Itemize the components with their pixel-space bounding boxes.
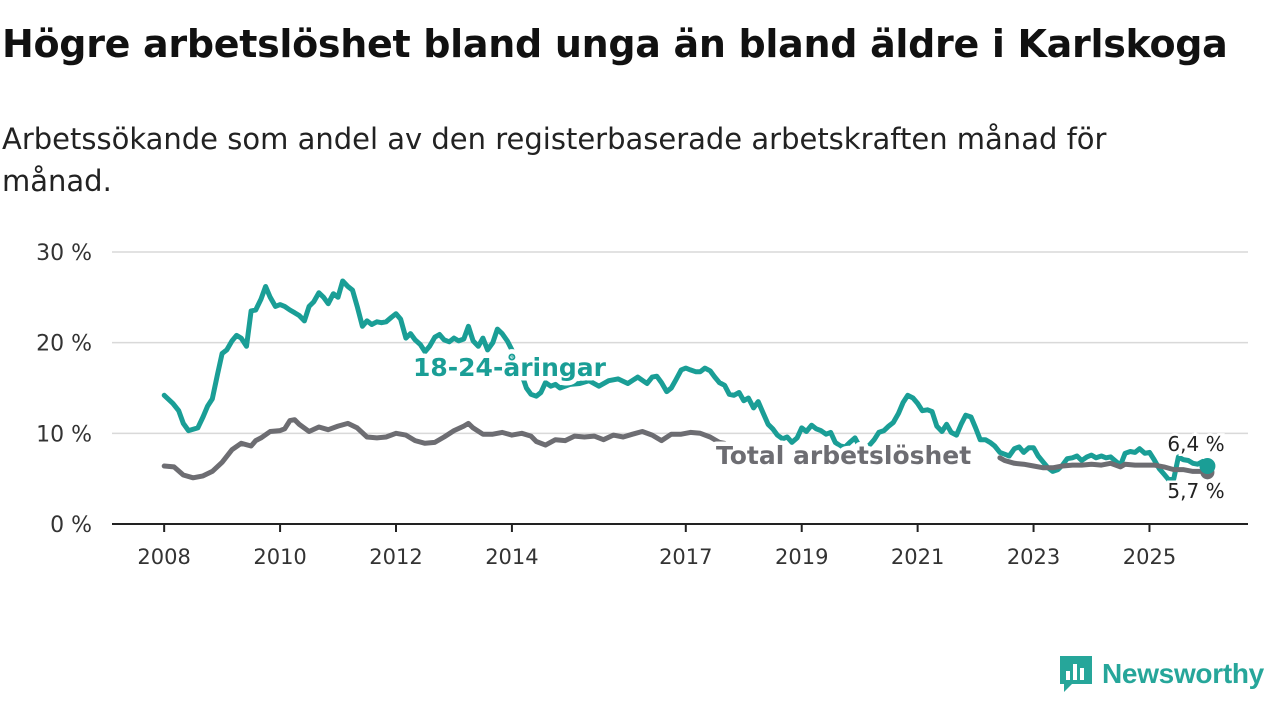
series-end-marker-18-24	[1199, 457, 1216, 474]
series-end-label-18-24: 6,4 %	[1167, 432, 1224, 456]
series-label-total: Total arbetslöshet	[716, 441, 971, 470]
series-line-total	[161, 417, 728, 481]
chart-subtitle: Arbetssökande som andel av den registerb…	[2, 122, 1107, 198]
x-tick-label: 2021	[891, 545, 944, 569]
y-tick-label: 10 %	[36, 422, 92, 447]
x-tick-label: 2019	[775, 545, 828, 569]
x-tick-label: 2025	[1123, 545, 1176, 569]
y-tick-label: 30 %	[36, 241, 92, 266]
x-tick-label: 2017	[659, 545, 712, 569]
x-tick-label: 2012	[369, 545, 422, 569]
y-tick-label: 0 %	[50, 513, 92, 538]
chart-title: Högre arbetslöshet bland unga än bland ä…	[2, 22, 1228, 66]
series-line-18-24	[161, 278, 1210, 483]
x-tick-label: 2023	[1007, 545, 1060, 569]
y-tick-label: 20 %	[36, 332, 92, 357]
brand-name: Newsworthy	[1102, 658, 1264, 689]
x-tick-label: 2010	[253, 545, 306, 569]
series-label-18-24: 18-24-åringar	[413, 353, 607, 382]
x-tick-label: 2008	[137, 545, 190, 569]
series-end-label-total: 5,7 %	[1167, 479, 1224, 503]
series-line-total-tail	[997, 455, 1210, 475]
x-tick-label: 2014	[485, 545, 538, 569]
newsworthy-logo: Newsworthy	[1058, 654, 1264, 694]
newsworthy-logo-icon	[1060, 656, 1092, 692]
